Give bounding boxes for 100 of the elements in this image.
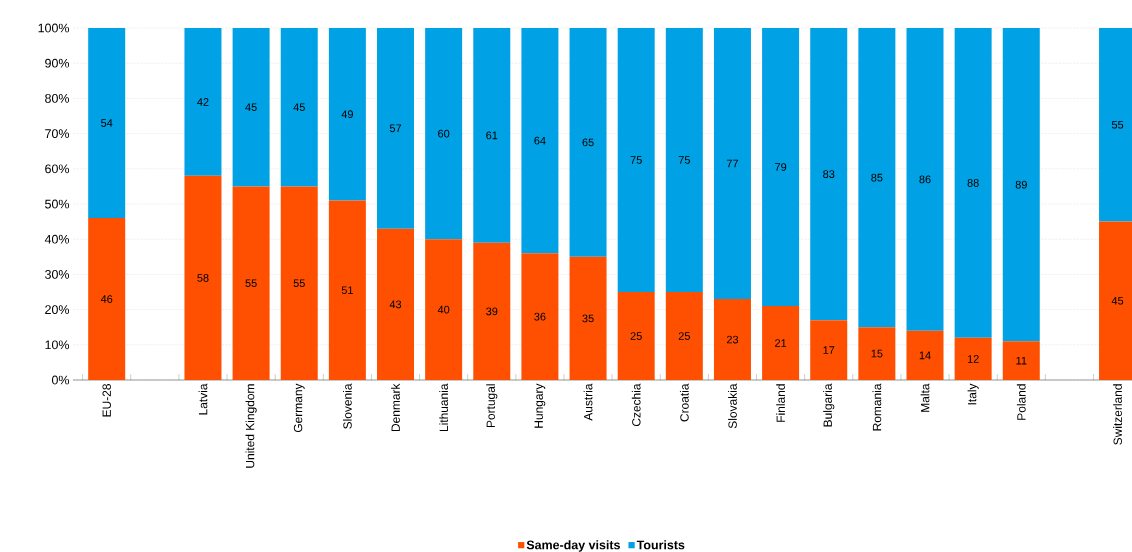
y-tick-label: 40% [44, 234, 70, 244]
x-tick-label: Germany [293, 383, 305, 433]
data-label: 36 [534, 312, 546, 321]
x-tick-label: EU-28 [102, 384, 111, 417]
bar [665, 28, 703, 292]
data-label: 21 [775, 339, 787, 347]
data-label: 61 [486, 131, 498, 140]
data-label: 15 [871, 349, 883, 358]
bar [184, 28, 222, 176]
bar [569, 256, 607, 380]
bar [232, 28, 270, 187]
y-tick-label: 100% [38, 23, 70, 33]
bar [328, 28, 366, 201]
x-tick-label: Czechia [631, 383, 641, 427]
bar [184, 175, 222, 380]
bar [858, 327, 896, 380]
x-tick-label: Italy [967, 383, 979, 405]
data-label: 77 [726, 159, 739, 168]
x-tick-label: Latvia [198, 383, 208, 415]
bar [569, 28, 607, 257]
bar [762, 28, 800, 307]
x-tick-label: Malta [920, 383, 930, 412]
data-label: 75 [630, 156, 642, 164]
data-label: 64 [534, 136, 546, 145]
bar [377, 28, 415, 229]
bar [328, 200, 366, 380]
data-label: 12 [967, 355, 979, 363]
y-tick-label: 90% [45, 58, 70, 68]
x-tick-label: United Kingdom [245, 384, 257, 468]
x-tick-label: Poland [1016, 384, 1026, 420]
y-tick-label: 20% [45, 305, 70, 315]
bar [1002, 28, 1040, 342]
bar [954, 337, 992, 380]
bar [88, 218, 126, 380]
x-tick-label: Portugal [486, 384, 498, 428]
data-label: 86 [919, 175, 931, 184]
data-label: 45 [245, 103, 257, 112]
data-label: 55 [245, 279, 257, 288]
data-label: 57 [389, 124, 402, 133]
data-label: 55 [1111, 120, 1124, 129]
bar [377, 228, 415, 380]
bar [665, 292, 703, 380]
x-tick-label: Switzerland [1113, 384, 1122, 445]
data-label: 45 [1111, 296, 1124, 305]
x-tick-label: Croatia [679, 383, 689, 422]
x-tick-label: Slovenia [342, 383, 352, 429]
bar [713, 28, 751, 300]
x-tick-label: Austria [583, 383, 593, 421]
x-tick-label: Slovakia [728, 383, 737, 429]
data-label: 42 [197, 98, 209, 106]
data-label: 60 [438, 129, 450, 138]
bar [280, 28, 318, 187]
bar [617, 292, 655, 380]
y-tick-label: 70% [45, 129, 70, 139]
bar [906, 330, 944, 380]
y-tick-label: 60% [45, 164, 70, 174]
x-tick-label: Lithuania [439, 383, 449, 432]
data-label: 85 [871, 173, 883, 182]
bar [521, 253, 559, 380]
data-label: 65 [582, 138, 594, 147]
y-tick-label: 30% [45, 270, 70, 279]
data-label: 17 [823, 346, 835, 354]
data-label: 14 [919, 351, 931, 360]
data-label: 40 [437, 305, 450, 314]
data-label: 55 [293, 279, 305, 288]
bar [425, 239, 463, 380]
bar [810, 320, 848, 380]
bar [425, 28, 463, 240]
data-label: 89 [1015, 180, 1027, 189]
bar [906, 28, 944, 331]
data-label: 49 [341, 110, 353, 119]
x-tick-label: Hungary [534, 383, 546, 428]
data-label: 11 [1016, 356, 1027, 365]
y-tick-label: 80% [45, 94, 70, 103]
legend-label: Same-day visits [526, 540, 620, 552]
data-label: 75 [678, 156, 690, 164]
data-label: 39 [486, 307, 498, 316]
bar [762, 306, 800, 380]
bar [858, 28, 896, 328]
data-label: 46 [100, 295, 113, 303]
bar [521, 28, 559, 254]
bar [232, 186, 270, 380]
data-label: 88 [967, 179, 979, 187]
data-label: 54 [101, 119, 113, 127]
data-label: 45 [293, 103, 305, 112]
bar [954, 28, 992, 338]
data-label: 79 [775, 163, 787, 171]
x-tick-label: Denmark [391, 383, 400, 432]
y-tick-label: 50% [45, 199, 70, 209]
x-tick-label: Bulgaria [823, 383, 835, 427]
data-label: 23 [726, 335, 739, 344]
y-tick-label: 0% [51, 375, 70, 385]
bar [473, 28, 511, 243]
bar [713, 299, 751, 380]
x-tick-label: Romania [872, 383, 882, 431]
bar [810, 28, 848, 321]
data-label: 25 [678, 332, 690, 340]
bar [280, 186, 318, 380]
bar [617, 28, 655, 292]
data-label: 35 [582, 314, 594, 323]
